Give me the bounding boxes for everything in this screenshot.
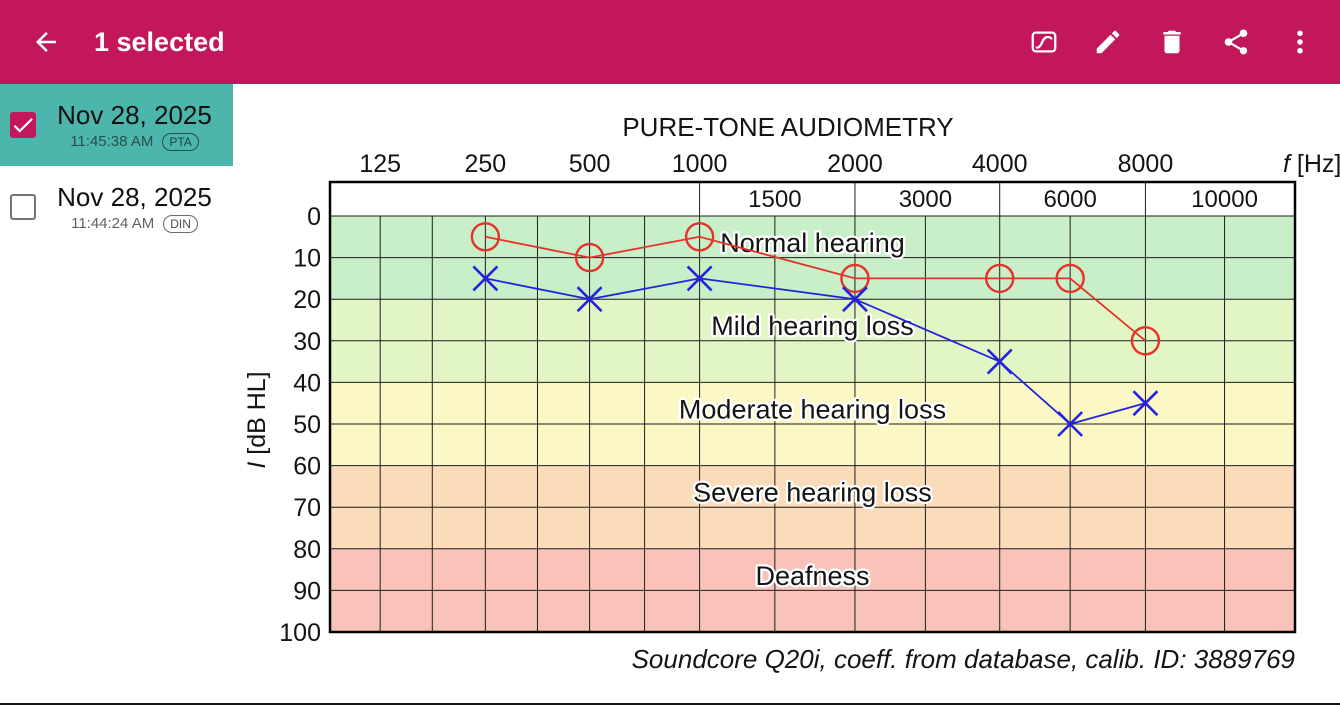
- check-icon: [13, 118, 33, 133]
- test-item-text: Nov 28, 2025 11:45:38 AM PTA: [36, 100, 233, 151]
- y-tick-label: 60: [293, 453, 321, 481]
- back-button[interactable]: [22, 18, 70, 66]
- selection-count-title: 1 selected: [94, 26, 225, 57]
- overflow-menu-button[interactable]: [1276, 18, 1324, 66]
- circle-marker: [470, 222, 501, 252]
- app-bar: 1 selected: [0, 0, 1340, 84]
- test-date: Nov 28, 2025: [57, 181, 212, 212]
- checkbox-checked[interactable]: [10, 112, 36, 138]
- overflow-menu-icon: [1297, 30, 1303, 54]
- checkbox-unchecked[interactable]: [10, 194, 36, 220]
- test-date: Nov 28, 2025: [57, 99, 212, 130]
- y-tick-label: 40: [293, 369, 321, 397]
- chart-area: 0 10 20 30 40 50 60 70 80 90 100 125 250 500 1000 2000 4…: [233, 84, 1340, 705]
- circle-marker: [1130, 326, 1161, 356]
- x-marker: [1132, 390, 1159, 417]
- test-item-text: Nov 28, 2025 11:44:24 AM DIN: [36, 182, 233, 233]
- x-marker: [1057, 411, 1084, 437]
- band-label: Mild hearing loss: [711, 311, 914, 341]
- share-icon: [1224, 29, 1248, 55]
- y-tick-label: 100: [279, 619, 321, 647]
- circle-marker: [684, 222, 715, 252]
- x-tick-label: 250: [465, 150, 507, 178]
- chart-title: PURE-TONE AUDIOMETRY: [622, 112, 953, 142]
- x-interoctave-label: 3000: [899, 186, 952, 213]
- x-marker: [986, 348, 1013, 375]
- band-label: Normal hearing: [720, 228, 905, 258]
- x-tick-label: 2000: [827, 150, 883, 178]
- test-meta: 11:45:38 AM PTA: [70, 132, 199, 151]
- x-tick-label: 4000: [972, 150, 1028, 178]
- y-tick-label: 70: [293, 494, 321, 522]
- y-tick-label: 20: [293, 286, 321, 314]
- screen-bottom-edge: [0, 703, 1340, 705]
- test-list-item[interactable]: Nov 28, 2025 11:45:38 AM PTA: [0, 84, 233, 166]
- x-interoctave-label: 6000: [1043, 186, 1096, 213]
- circle-marker: [574, 242, 605, 273]
- x-tick-label: 8000: [1118, 150, 1174, 178]
- y-tick-label: 80: [293, 536, 321, 564]
- x-tick-label: 500: [569, 150, 611, 178]
- plot-border: [328, 180, 1297, 634]
- trash-icon: [1163, 30, 1181, 54]
- x-interoctave-label: 1500: [748, 186, 801, 213]
- test-meta: 11:44:24 AM DIN: [71, 214, 198, 233]
- test-time: 11:45:38 AM: [70, 133, 154, 150]
- y-axis-label: I [dB HL]: [243, 371, 271, 468]
- back-arrow-icon: [36, 32, 56, 52]
- test-type-badge: DIN: [163, 214, 198, 233]
- share-button[interactable]: [1212, 18, 1260, 66]
- x-tick-label: 1000: [672, 150, 728, 178]
- edit-button[interactable]: [1084, 18, 1132, 66]
- series-left-ear-crosses: [472, 265, 1159, 437]
- y-tick-label: 90: [293, 577, 321, 605]
- test-time: 11:44:24 AM: [71, 215, 155, 232]
- audiogram-chart: 0 10 20 30 40 50 60 70 80 90 100 125 250 500 1000 2000 4…: [243, 112, 1340, 674]
- series-right-ear-circles: [470, 222, 1161, 356]
- band-label: Moderate hearing loss: [679, 394, 946, 424]
- test-list-item[interactable]: Nov 28, 2025 11:44:24 AM DIN: [0, 166, 233, 248]
- x-marker: [472, 265, 499, 292]
- band-label: Deafness: [755, 561, 869, 591]
- y-tick-label: 50: [293, 411, 321, 439]
- circle-marker: [840, 263, 870, 294]
- test-list-sidebar: Nov 28, 2025 11:45:38 AM PTA Nov 28, 2025 11…: [0, 84, 233, 703]
- x-axis-label: f [Hz]: [1283, 150, 1340, 178]
- audiogram-button[interactable]: [1020, 18, 1068, 66]
- x-marker: [576, 286, 603, 313]
- pencil-icon: [1096, 30, 1120, 54]
- y-tick-label: 10: [293, 245, 321, 273]
- audiogram-icon: [1031, 31, 1057, 53]
- circle-marker: [985, 263, 1015, 294]
- band-label: Severe hearing loss: [693, 478, 932, 508]
- delete-button[interactable]: [1148, 18, 1196, 66]
- x-marker: [842, 286, 868, 313]
- calibration-caption: Soundcore Q20i, coeff. from database, ca…: [632, 644, 1295, 674]
- app-bar-actions: [1020, 18, 1340, 66]
- x-tick-label: 125: [359, 150, 401, 178]
- test-type-badge: PTA: [162, 132, 199, 151]
- circle-marker: [1055, 263, 1085, 294]
- series-line: [485, 235, 1146, 342]
- x-marker: [686, 265, 713, 292]
- y-tick-label: 30: [293, 328, 321, 356]
- x-interoctave-label: 10000: [1191, 186, 1258, 213]
- y-tick-label: 0: [307, 203, 321, 231]
